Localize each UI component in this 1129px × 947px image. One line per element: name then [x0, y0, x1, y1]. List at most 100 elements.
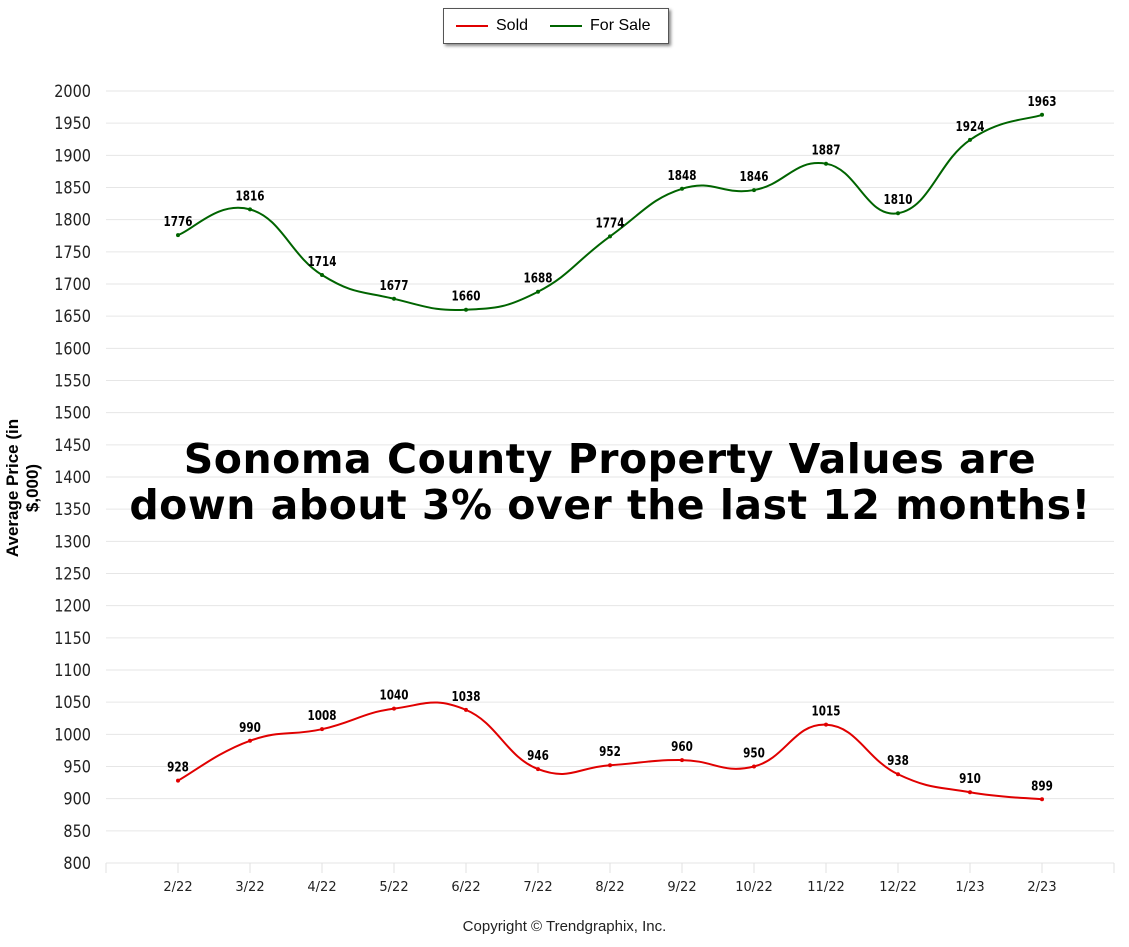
y-tick-label: 1250 — [54, 563, 91, 583]
legend-label-sold: Sold — [496, 17, 529, 34]
data-point-for-sale — [680, 186, 684, 191]
data-label-for-sale: 1660 — [452, 289, 481, 304]
data-point-sold — [392, 706, 396, 711]
data-label-for-sale: 1774 — [596, 215, 625, 230]
data-point-sold — [536, 767, 540, 772]
data-label-sold: 960 — [671, 739, 693, 754]
data-point-sold — [680, 758, 684, 763]
data-label-sold: 899 — [1031, 778, 1053, 793]
y-tick-label: 1050 — [54, 692, 91, 712]
data-label-sold: 910 — [959, 771, 981, 786]
x-tick-label: 11/22 — [807, 880, 844, 895]
x-tick-label: 3/22 — [235, 880, 264, 895]
data-label-sold: 928 — [167, 760, 189, 775]
data-point-sold — [464, 707, 468, 712]
data-label-sold: 1040 — [380, 687, 409, 702]
x-tick-label: 5/22 — [379, 880, 408, 895]
data-point-for-sale — [968, 137, 972, 142]
data-label-for-sale: 1776 — [164, 214, 193, 229]
data-point-sold — [968, 790, 972, 795]
data-label-sold: 1038 — [452, 689, 481, 704]
data-point-for-sale — [1040, 112, 1044, 117]
legend-swatch-for-sale — [550, 25, 583, 27]
data-label-for-sale: 1810 — [884, 192, 913, 207]
data-label-for-sale: 1963 — [1028, 94, 1057, 109]
y-tick-label: 1950 — [54, 113, 91, 133]
y-axis-label: Average Price (in $,000) — [3, 418, 42, 558]
legend-swatch-sold — [456, 25, 488, 27]
data-point-for-sale — [536, 289, 540, 294]
x-tick-label: 4/22 — [307, 880, 336, 895]
headline-line-1: Sonoma County Property Values are — [183, 435, 1037, 483]
y-tick-label: 1800 — [54, 210, 91, 230]
x-tick-label: 12/22 — [879, 880, 916, 895]
x-tick-label: 6/22 — [451, 880, 480, 895]
y-tick-label: 1900 — [54, 145, 91, 165]
data-point-for-sale — [824, 161, 828, 166]
data-label-sold: 946 — [527, 748, 549, 763]
y-tick-label: 1750 — [54, 242, 91, 262]
data-label-sold: 950 — [743, 745, 765, 760]
y-tick-label: 950 — [63, 756, 91, 776]
headline-line-2: down about 3% over the last 12 months! — [129, 481, 1091, 529]
data-point-for-sale — [320, 272, 324, 277]
data-point-sold — [608, 763, 612, 768]
data-point-sold — [248, 738, 252, 743]
y-tick-label: 2000 — [54, 81, 91, 101]
data-point-for-sale — [896, 211, 900, 216]
data-point-for-sale — [176, 233, 180, 238]
y-tick-label: 1200 — [54, 596, 91, 616]
data-label-for-sale: 1688 — [524, 271, 553, 286]
y-tick-label: 900 — [63, 789, 91, 809]
data-label-sold: 990 — [239, 720, 261, 735]
data-point-for-sale — [752, 188, 756, 193]
data-point-sold — [320, 727, 324, 732]
data-point-for-sale — [248, 207, 252, 212]
data-point-sold — [752, 764, 756, 769]
data-label-sold: 938 — [887, 753, 909, 768]
x-tick-label: 2/22 — [163, 880, 192, 895]
y-tick-label: 1400 — [54, 467, 91, 487]
x-tick-label: 9/22 — [667, 880, 696, 895]
data-label-for-sale: 1677 — [380, 278, 409, 293]
x-tick-label: 2/23 — [1027, 880, 1056, 895]
legend-item-sold[interactable]: Sold — [456, 17, 528, 35]
data-label-for-sale: 1714 — [308, 254, 337, 269]
y-tick-label: 1500 — [54, 403, 91, 423]
data-point-sold — [1040, 797, 1044, 802]
data-point-for-sale — [392, 296, 396, 301]
data-label-sold: 1008 — [308, 708, 337, 723]
y-tick-label: 1100 — [54, 660, 91, 680]
data-label-sold: 1015 — [812, 704, 841, 719]
x-tick-label: 10/22 — [735, 880, 772, 895]
data-point-sold — [896, 772, 900, 777]
y-tick-label: 1350 — [54, 499, 91, 519]
data-label-for-sale: 1887 — [812, 143, 841, 158]
data-point-sold — [824, 722, 828, 727]
data-point-sold — [176, 778, 180, 783]
y-tick-label: 800 — [63, 853, 91, 873]
data-label-for-sale: 1924 — [956, 119, 985, 134]
y-tick-label: 1300 — [54, 531, 91, 551]
copyright: Copyright © Trendgraphix, Inc. — [462, 918, 667, 935]
y-tick-label: 1150 — [54, 628, 91, 648]
data-label-for-sale: 1816 — [236, 188, 265, 203]
headline-annotation: Sonoma County Property Values are down a… — [100, 436, 1120, 528]
y-tick-label: 1700 — [54, 274, 91, 294]
legend-item-for-sale[interactable]: For Sale — [550, 17, 651, 35]
data-point-for-sale — [464, 307, 468, 312]
series-line-for-sale — [177, 113, 1043, 312]
y-tick-label: 1000 — [54, 724, 91, 744]
legend: Sold For Sale — [443, 8, 669, 44]
y-tick-label: 850 — [63, 821, 91, 841]
y-tick-label: 1850 — [54, 177, 91, 197]
x-tick-label: 1/23 — [955, 880, 984, 895]
y-tick-label: 1600 — [54, 338, 91, 358]
x-tick-label: 7/22 — [523, 880, 552, 895]
data-label-for-sale: 1848 — [668, 168, 697, 183]
y-tick-label: 1450 — [54, 435, 91, 455]
y-tick-label: 1550 — [54, 370, 91, 390]
data-label-sold: 952 — [599, 744, 621, 759]
